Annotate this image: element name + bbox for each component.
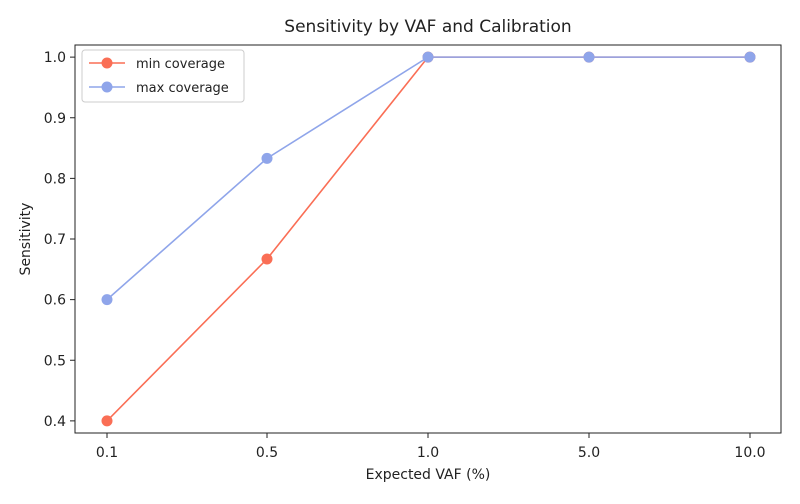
legend-label-1: min coverage <box>136 57 225 72</box>
y-tick-label: 0.9 <box>44 111 66 127</box>
data-point-series-2 <box>261 152 273 164</box>
series-layer <box>101 51 756 427</box>
y-tick-label: 0.7 <box>44 232 66 248</box>
legend-label-2: max coverage <box>136 81 229 96</box>
y-axis-ticks: 0.4 0.5 0.6 0.7 0.8 0.9 1.0 <box>44 50 75 430</box>
x-axis-ticks: 0.1 0.5 1.0 5.0 10.0 <box>96 433 766 461</box>
data-point-series-2 <box>583 51 595 63</box>
y-tick-label: 1.0 <box>44 50 66 66</box>
x-axis-label: Expected VAF (%) <box>366 467 491 483</box>
plot-area-frame <box>74 44 782 434</box>
x-tick-label: 5.0 <box>578 445 600 461</box>
chart-title: Sensitivity by VAF and Calibration <box>284 17 571 37</box>
series-line-1 <box>106 56 750 422</box>
y-tick-label: 0.4 <box>44 414 66 430</box>
x-tick-label: 0.1 <box>96 445 118 461</box>
data-point-series-2 <box>422 51 434 63</box>
legend-marker-1 <box>101 57 113 69</box>
y-tick-label: 0.6 <box>44 293 66 309</box>
data-point-series-2 <box>101 294 113 306</box>
x-tick-label: 1.0 <box>417 445 439 461</box>
legend: min coverage max coverage <box>81 49 245 103</box>
x-tick-label: 10.0 <box>734 445 765 461</box>
data-point-series-1 <box>261 253 273 265</box>
data-point-series-1 <box>101 415 113 427</box>
y-axis-label: Sensitivity <box>18 203 34 276</box>
data-point-series-2 <box>744 51 756 63</box>
y-tick-label: 0.5 <box>44 353 66 369</box>
y-tick-label: 0.8 <box>44 171 66 187</box>
legend-marker-2 <box>101 81 113 93</box>
x-tick-label: 0.5 <box>256 445 278 461</box>
